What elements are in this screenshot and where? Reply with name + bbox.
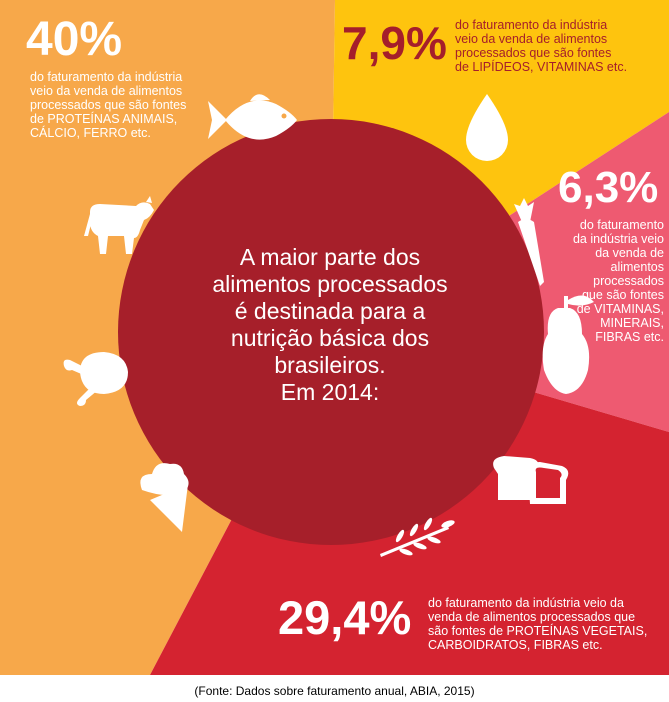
description-line: da indústria veio [572, 232, 664, 246]
center-text-line: A maior parte dos [239, 244, 421, 270]
description-line: do faturamento da indústria veio da [428, 596, 624, 610]
center-text: A maior parte dos alimentos processados … [180, 244, 480, 406]
description-line: de VITAMINAS, [576, 302, 664, 316]
description-line: que são fontes [581, 288, 664, 302]
description-line: do faturamento da indústria [30, 70, 183, 84]
description-line: de LIPÍDEOS, VITAMINAS etc. [455, 60, 628, 74]
wheat-icon [380, 517, 455, 557]
description-line: CARBOIDRATOS, FIBRAS etc. [428, 638, 603, 652]
pear-icon [542, 295, 594, 394]
description-line: do faturamento da indústria [455, 18, 608, 32]
description-line: processados [593, 274, 664, 288]
description-line: veio da venda de alimentos [30, 84, 183, 98]
description-line: de PROTEÍNAS ANIMAIS, [30, 112, 178, 126]
description-line: são fontes de PROTEÍNAS VEGETAIS, [428, 624, 648, 638]
description-line: CÁLCIO, FERRO etc. [30, 126, 151, 140]
description-line: da venda de [595, 246, 664, 260]
description-line: processados que são fontes [30, 98, 187, 112]
description-line: processados que são fontes [455, 46, 612, 60]
center-text-line: Em 2014: [280, 379, 380, 405]
infographic: 40% do faturamento da indústria veio da … [0, 0, 669, 675]
description-line: MINERAIS, [600, 316, 664, 330]
center-text-line: brasileiros. [274, 352, 386, 378]
center-circle [118, 119, 544, 545]
value-label-40: 40% [26, 13, 123, 66]
description-proteinas-vegetais: do faturamento da indústria veio da vend… [428, 596, 647, 652]
carrot-icon [514, 198, 544, 286]
center-text-line: alimentos processados [212, 271, 448, 297]
ice-cream-icon [140, 463, 189, 532]
description-proteinas-animais: do faturamento da indústria veio da vend… [30, 70, 186, 140]
pie-chart [0, 0, 669, 675]
chicken-icon [63, 352, 128, 406]
description-line: veio da venda de alimentos [455, 32, 608, 46]
cow-icon [84, 196, 154, 254]
description-vitaminas: do faturamento da indústria veio da vend… [566, 218, 664, 344]
description-line: do faturamento [579, 218, 664, 232]
drop-icon [466, 94, 508, 161]
description-line: FIBRAS etc. [595, 330, 664, 344]
source-caption: (Fonte: Dados sobre faturamento anual, A… [194, 684, 475, 698]
value-label-29-4: 29,4% [278, 591, 412, 644]
description-lipideos: do faturamento da indústria veio da vend… [455, 18, 627, 74]
center-text-line: nutrição básica dos [230, 325, 430, 351]
center-text-line: é destinada para a [234, 298, 426, 324]
description-line: alimentos [610, 260, 665, 274]
value-label-7-9: 7,9% [342, 17, 447, 69]
bread-icon [493, 456, 569, 504]
value-label-6-3: 6,3% [558, 163, 659, 212]
fish-icon [208, 94, 297, 140]
description-line: venda de alimentos processados que [428, 610, 636, 624]
